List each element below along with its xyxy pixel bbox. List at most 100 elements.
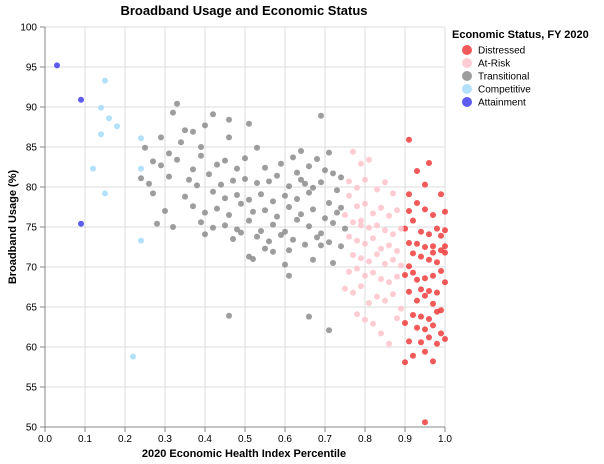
data-point: [402, 320, 408, 326]
data-point: [410, 312, 416, 318]
data-point: [222, 222, 228, 229]
data-point: [354, 203, 360, 210]
series-distressed: [402, 136, 448, 426]
data-point: [362, 272, 368, 279]
data-point: [306, 313, 312, 320]
data-point: [406, 136, 412, 143]
data-point: [366, 224, 372, 231]
data-point: [322, 215, 328, 222]
data-point: [442, 249, 448, 256]
data-point: [250, 256, 256, 262]
data-point: [394, 248, 400, 254]
data-point: [386, 212, 392, 219]
data-point: [346, 233, 352, 240]
data-point: [318, 230, 324, 237]
x-tick-label: 0.7: [318, 434, 332, 445]
data-point: [434, 289, 440, 296]
data-point: [398, 305, 404, 312]
y-tick-label: 50: [26, 423, 38, 434]
data-point: [422, 326, 428, 333]
data-point: [298, 148, 304, 154]
data-point: [138, 237, 144, 244]
data-point: [422, 181, 428, 188]
data-point: [98, 131, 104, 138]
data-point: [398, 225, 404, 232]
data-point: [418, 339, 424, 346]
data-point: [430, 358, 436, 365]
data-point: [146, 180, 152, 187]
data-point: [390, 190, 396, 197]
data-point: [390, 291, 396, 298]
data-point: [266, 178, 272, 185]
data-point: [358, 217, 364, 224]
y-axis-title: Broadband Usage (%): [7, 170, 19, 285]
data-point: [378, 245, 384, 252]
legend-label: Distressed: [478, 46, 525, 57]
data-point: [282, 228, 288, 235]
data-point: [366, 300, 372, 306]
data-point: [198, 144, 204, 150]
legend-swatch: [462, 58, 472, 68]
y-tick-label: 60: [26, 343, 38, 354]
data-point: [226, 116, 232, 123]
data-point: [354, 311, 360, 318]
data-point: [414, 168, 420, 174]
data-point: [434, 340, 440, 347]
data-point: [190, 203, 196, 210]
data-point: [326, 239, 332, 246]
data-point: [150, 190, 156, 197]
data-point: [362, 200, 368, 207]
y-tick-label: 75: [26, 223, 38, 234]
data-point: [282, 192, 288, 199]
data-point: [318, 112, 324, 119]
data-point: [210, 224, 216, 231]
x-tick-label: 0.9: [398, 434, 412, 445]
data-point: [234, 226, 240, 233]
data-point: [422, 244, 428, 250]
data-point: [90, 165, 96, 172]
data-point: [326, 200, 332, 206]
legend-label: At-Risk: [478, 59, 511, 70]
data-point: [350, 148, 356, 155]
legend: Economic Status, FY 2020 Distressed At-Ri…: [452, 29, 589, 109]
data-point: [394, 273, 400, 280]
data-point: [386, 242, 392, 249]
data-point: [394, 315, 400, 322]
data-point: [178, 139, 184, 146]
data-point: [414, 276, 420, 283]
data-point: [442, 243, 448, 250]
data-point: [430, 272, 436, 279]
data-point: [370, 210, 376, 217]
data-point: [334, 187, 340, 194]
data-point: [422, 206, 428, 213]
series-transitional: [138, 100, 348, 334]
data-point: [374, 293, 380, 300]
data-point: [310, 256, 316, 263]
data-point: [242, 176, 248, 182]
data-point: [202, 231, 208, 238]
data-point: [230, 236, 236, 242]
legend-swatch: [462, 45, 472, 55]
series-at-risk: [342, 148, 404, 347]
data-point: [238, 200, 244, 207]
data-point: [342, 225, 348, 232]
y-tick-label: 95: [26, 63, 38, 74]
data-point: [410, 269, 416, 276]
data-point: [390, 256, 396, 263]
data-point: [402, 272, 408, 278]
data-point: [258, 228, 264, 234]
data-point: [418, 286, 424, 293]
data-point: [158, 134, 164, 141]
data-point: [382, 179, 388, 186]
data-point: [162, 208, 168, 214]
data-point: [78, 96, 84, 103]
data-point: [230, 177, 236, 184]
data-point: [338, 243, 344, 250]
data-point: [246, 217, 252, 224]
data-point: [254, 233, 260, 240]
y-tick-label: 90: [26, 103, 38, 114]
data-point: [346, 192, 352, 199]
data-point: [214, 205, 220, 212]
data-point: [438, 232, 444, 239]
